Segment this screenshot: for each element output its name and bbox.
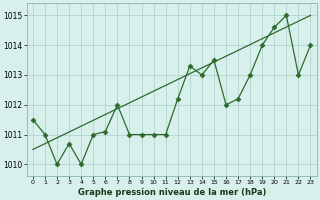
X-axis label: Graphe pression niveau de la mer (hPa): Graphe pression niveau de la mer (hPa) (77, 188, 266, 197)
